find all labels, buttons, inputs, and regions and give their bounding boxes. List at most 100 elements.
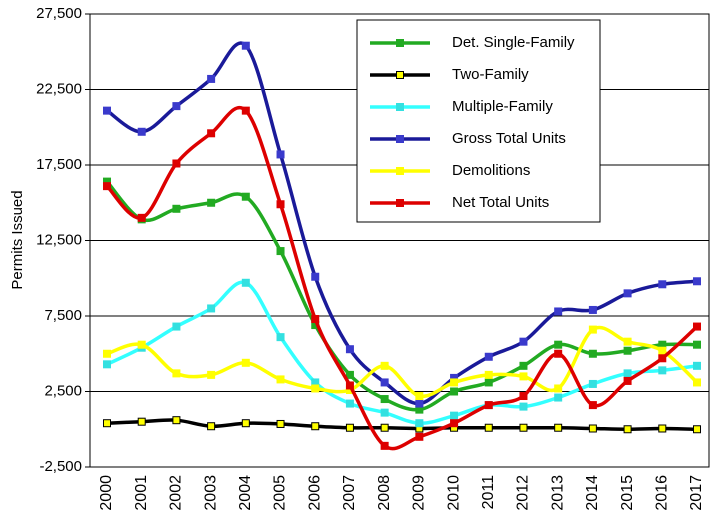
x-tick-label: 2013 [549,475,566,511]
data-point [103,182,111,191]
data-point [172,159,181,168]
data-point [588,325,597,334]
legend-marker [396,199,404,207]
data-point [623,425,632,434]
y-tick-label: -2,500 [39,458,82,475]
y-tick-label: 7,500 [44,307,82,324]
data-point [658,346,667,355]
data-point [380,395,389,404]
data-point [380,361,389,370]
x-tick-label: 2012 [515,475,532,511]
data-point [450,411,459,420]
data-point [276,419,285,428]
x-tick-label: 2006 [306,475,323,511]
data-point [693,425,701,434]
data-point [276,200,285,209]
legend-label: Gross Total Units [452,130,566,147]
x-tick-label: 2017 [688,475,705,511]
legend-label: Det. Single-Family [452,34,575,51]
data-point [588,349,597,358]
y-tick-label: 22,500 [36,80,82,97]
data-point [311,422,320,431]
data-point [554,423,563,432]
x-tick-label: 2008 [376,475,393,511]
y-axis-label: Permits Issued [9,190,26,289]
data-point [172,369,181,378]
data-point [172,102,181,111]
y-tick-label: 27,500 [36,5,82,22]
data-point [693,378,701,387]
data-point [345,381,354,390]
data-point [519,337,528,346]
data-point [519,361,528,370]
data-point [623,346,632,355]
x-tick-label: 2004 [237,475,254,511]
data-point [658,366,667,375]
x-tick-label: 2011 [480,475,497,510]
data-point [693,361,701,370]
data-point [207,74,216,83]
data-point [172,204,181,213]
data-point [693,277,701,286]
legend-label: Multiple-Family [452,98,553,115]
data-point [345,423,354,432]
data-point [623,337,632,346]
data-point [172,322,181,331]
x-tick-label: 2010 [445,475,462,511]
data-point [345,370,354,379]
data-point [345,345,354,354]
data-point [415,419,424,428]
data-point [276,247,285,256]
y-tick-label: 2,500 [44,382,82,399]
data-point [554,384,563,393]
legend-label: Two-Family [452,66,529,83]
data-point [554,349,563,358]
legend-marker [396,103,404,111]
data-point [241,106,250,115]
data-point [658,280,667,289]
data-point [311,315,320,324]
data-point [207,304,216,313]
x-tick-label: 2015 [619,475,636,511]
data-point [207,422,216,431]
data-point [172,416,181,425]
data-point [519,423,528,432]
legend-marker [396,167,404,175]
data-point [415,392,424,401]
data-point [380,408,389,417]
data-point [241,41,250,50]
x-tick-label: 2007 [341,475,358,511]
x-tick-label: 2000 [98,475,115,511]
x-tick-label: 2002 [168,475,185,511]
data-point [103,360,111,369]
data-point [484,378,493,387]
data-point [554,307,563,316]
data-point [450,378,459,387]
legend-marker [396,135,404,143]
data-point [519,402,528,411]
y-tick-label: 12,500 [36,231,82,248]
data-point [311,384,320,393]
data-point [276,333,285,342]
data-point [484,401,493,410]
legend-label: Net Total Units [452,194,549,211]
data-point [207,370,216,379]
legend-box [356,19,601,223]
data-point [623,369,632,378]
legend-marker [396,39,404,47]
y-tick-label: 17,500 [36,156,82,173]
data-point [415,432,424,441]
data-point [588,305,597,314]
data-point [137,340,146,349]
data-point [345,399,354,408]
data-point [415,399,424,408]
data-point [484,423,493,432]
x-tick-label: 2001 [133,475,150,511]
data-point [241,278,250,287]
data-point [623,289,632,298]
data-point [519,392,528,401]
data-point [207,129,216,138]
data-point [623,376,632,385]
data-point [519,372,528,381]
